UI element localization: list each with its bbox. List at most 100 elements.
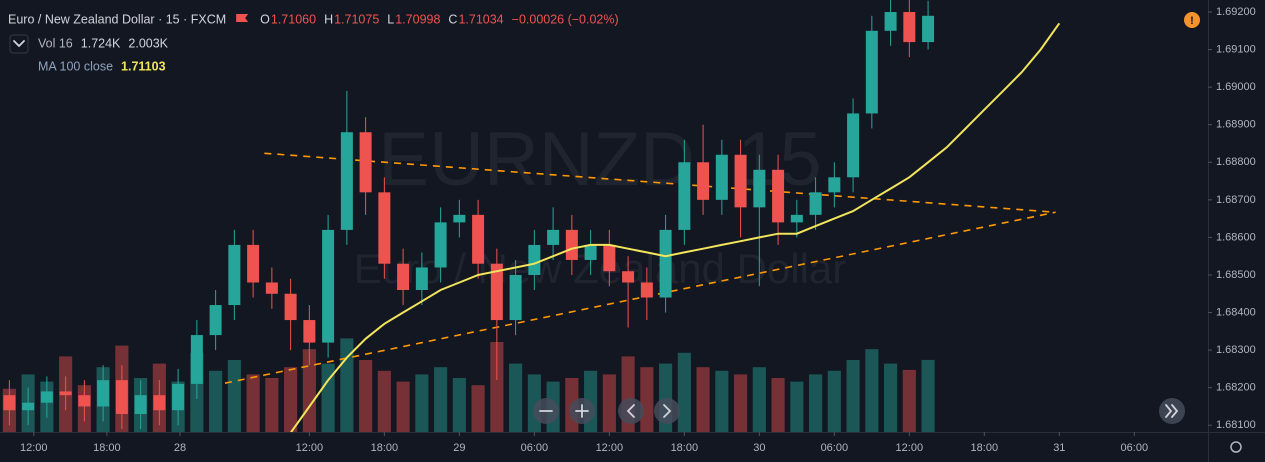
alert-glyph: ! — [1190, 15, 1194, 27]
scroll-to-end-icon — [1165, 404, 1179, 418]
volume-bar — [509, 363, 523, 432]
x-tick-label: 12:00 — [20, 442, 48, 454]
candle-body — [490, 263, 503, 321]
candle-body — [565, 229, 578, 260]
x-tick-label: 12:00 — [896, 442, 924, 454]
scroll-left-button[interactable] — [618, 398, 644, 424]
ohlc-value: 1.71075 — [334, 12, 379, 26]
settings-button[interactable] — [1230, 441, 1242, 453]
change: −0.00026 (−0.02%) — [512, 12, 619, 26]
ma-line — [289, 22, 1061, 434]
candle-body — [134, 395, 147, 414]
candle-body — [847, 113, 860, 178]
volume-bar — [321, 363, 335, 432]
candle-body — [547, 229, 560, 245]
ohlc-value: 1.71060 — [271, 12, 316, 26]
candle-body — [3, 395, 16, 411]
navigation-buttons — [533, 398, 1242, 453]
candle-body — [153, 395, 166, 411]
candle-body — [97, 380, 110, 407]
volume-bar — [921, 359, 935, 432]
alert-icon[interactable] — [1184, 12, 1200, 28]
volume-legend-value: 1.724K — [81, 36, 121, 50]
y-tick-label: 1.68300 — [1216, 344, 1256, 356]
volume-bar — [452, 378, 466, 432]
candle-body — [922, 15, 935, 43]
volume-bar — [809, 374, 823, 432]
watermark-symbol: EURNZD, 15 — [378, 117, 821, 202]
volume-bar — [734, 374, 748, 432]
y-tick-label: 1.68800 — [1216, 156, 1256, 168]
candle-body — [472, 214, 485, 264]
candle-body — [697, 162, 710, 200]
trendline — [264, 152, 1056, 214]
flag-icon[interactable] — [236, 14, 249, 22]
volume-bar — [265, 378, 279, 432]
x-tick-label: 18:00 — [671, 442, 699, 454]
candle-body — [678, 162, 691, 230]
y-tick-label: 1.68900 — [1216, 119, 1256, 131]
candle-body — [809, 192, 822, 215]
ohlc-label: L — [387, 12, 394, 26]
volume-bar — [884, 363, 898, 432]
volume-bar — [696, 367, 710, 432]
candle-body — [753, 169, 766, 208]
volume-bar — [490, 342, 504, 432]
volume-bar — [246, 374, 260, 432]
volume-bar — [227, 360, 241, 432]
x-tick-label: 28 — [174, 442, 186, 454]
x-tick-label: 06:00 — [521, 442, 549, 454]
volume-bar — [640, 367, 654, 432]
x-tick-label: 29 — [453, 442, 465, 454]
candle-body — [453, 214, 466, 223]
x-tick-label: 12:00 — [596, 442, 624, 454]
collapse-icon — [13, 40, 25, 48]
volume-bar — [602, 374, 616, 432]
candle-body — [359, 132, 372, 193]
x-tick-label: 06:00 — [1121, 442, 1149, 454]
candle-body — [790, 214, 803, 223]
volume-bar — [284, 367, 298, 432]
y-tick-label: 1.68700 — [1216, 194, 1256, 206]
candle-body — [659, 229, 672, 298]
scroll-right-button[interactable] — [654, 398, 680, 424]
candle-body — [772, 169, 785, 223]
candle-body — [415, 267, 428, 291]
volume-bar — [771, 378, 785, 432]
candle-body — [828, 177, 841, 193]
volume-bar — [377, 370, 391, 432]
x-tick-label: 18:00 — [371, 442, 399, 454]
ohlc-value: 1.71034 — [458, 12, 503, 26]
candle-body — [265, 282, 278, 294]
volume-bar — [827, 370, 841, 432]
candle-body — [528, 244, 541, 275]
x-tick-label: 30 — [753, 442, 765, 454]
volume-bar — [677, 352, 691, 432]
candle-body — [734, 154, 747, 208]
ohlc-label: C — [448, 12, 457, 26]
candle-body — [40, 391, 53, 403]
collapse-button[interactable] — [9, 34, 29, 54]
candle-body — [715, 154, 728, 200]
scroll-right-icon — [663, 404, 672, 418]
x-tick-label: 31 — [1053, 442, 1065, 454]
candle-body — [209, 305, 222, 336]
candle-body — [622, 271, 635, 283]
scroll-left-icon — [626, 404, 635, 418]
candle-body — [322, 229, 335, 343]
candle-body — [228, 244, 241, 306]
candle-body — [584, 244, 597, 260]
axes: 1.69200 1.69100 1.69000 1.68900 1.68800 1.687… — [20, 6, 1256, 454]
header: Euro / New Zealand Dollar · 15 · FXCM ! … — [8, 12, 1200, 73]
x-tick-label: 18:00 — [93, 442, 121, 454]
y-tick-label: 1.68400 — [1216, 306, 1256, 318]
volume-bar — [865, 349, 879, 432]
volume-bar — [902, 369, 916, 432]
volume-bar — [846, 360, 860, 432]
candle-body — [434, 222, 447, 268]
candle-body — [190, 335, 203, 384]
volume-legend-name: Vol 16 — [38, 36, 73, 50]
